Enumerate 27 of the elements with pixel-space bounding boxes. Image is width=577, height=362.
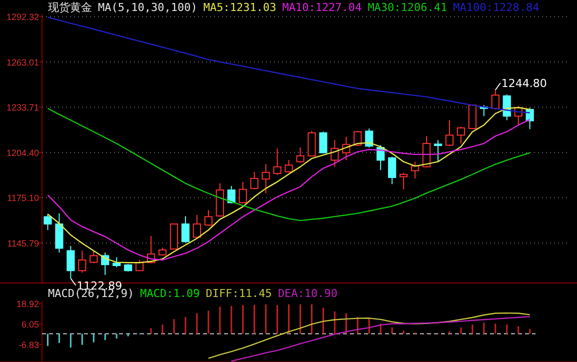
line-series [208,312,530,359]
line-series [47,108,530,222]
text: MA5:1231.03 [203,1,276,14]
y-tick-label: 1175.10 [7,193,39,204]
text: DIFF:11.45 [206,287,272,300]
text: MA10:1227.04 [282,1,362,14]
candlestick [296,146,304,164]
y-tick-label: 6.05 [21,320,39,330]
candlestick [319,131,328,154]
line-series [230,316,530,362]
chart-subtitle: MA(5,10,30,100) [98,1,198,14]
y-tick-label: 1204.40 [6,148,39,158]
series-label: MACD:1.09 [140,287,200,300]
y-tick-label: -6.83 [18,340,39,350]
y-tick-label: 1145.79 [7,238,39,248]
y-tick-label: 1233.71 [6,102,39,113]
annotation: 1244.80 [501,77,547,90]
y-tick-label: 1263.01 [6,57,39,68]
candlestick [55,212,64,254]
text: DEA:10.90 [278,287,338,300]
candlestick [262,164,270,194]
y-tick-label: 18.92 [16,299,39,310]
chart-title: MACD(26,12,9) [48,287,134,300]
y-tick-label: 1292.32 [6,12,39,22]
text: MA100:1228.84 [453,1,540,14]
chart-title: 现货黄金 [48,1,92,14]
text: MA30:1206.41 [368,1,448,14]
